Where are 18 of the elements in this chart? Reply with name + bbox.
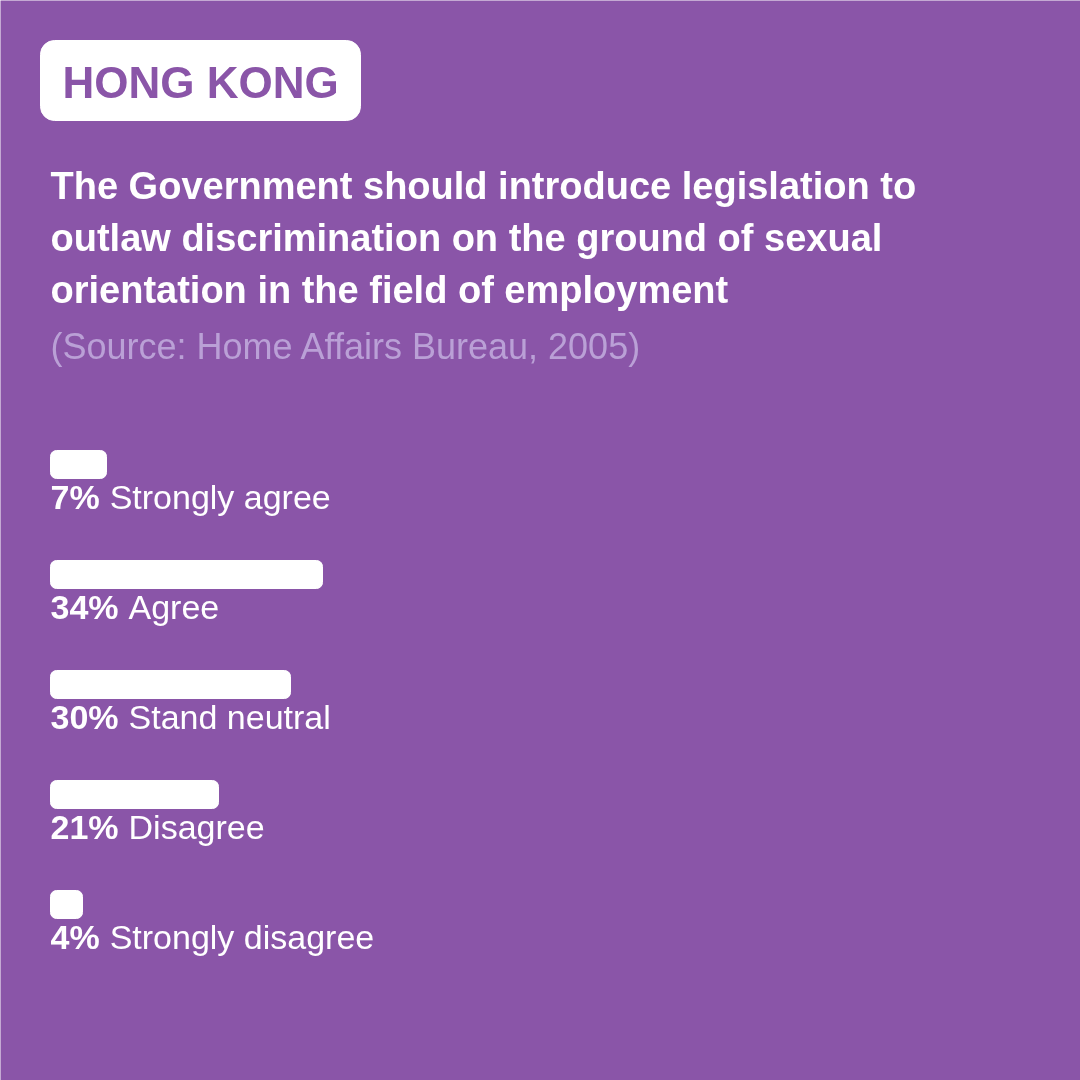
- y-tick-label: Disagree: [128, 807, 265, 846]
- data-label: 7%: [50, 477, 100, 516]
- bar: [50, 780, 219, 809]
- text: (Source: Home Affairs Bureau, 2005): [50, 326, 641, 367]
- data-label: 21%: [50, 807, 119, 846]
- bar: [50, 560, 323, 589]
- y-tick-label: Agree: [128, 587, 220, 626]
- data-label: 34%: [50, 587, 119, 626]
- y-tick-label: Strongly disagree: [109, 917, 375, 956]
- bar: [50, 890, 83, 919]
- data-label: 4%: [50, 917, 100, 956]
- text: HONG KONG: [62, 58, 339, 107]
- y-tick-label: Stand neutral: [128, 697, 331, 736]
- data-label: 30%: [50, 697, 119, 736]
- y-tick-label: Strongly agree: [109, 477, 331, 516]
- bar: [50, 450, 107, 479]
- text: The Government should introduce legislation to outlaw discrimination on the ground of sexual orientation in the field of employment: [50, 164, 917, 311]
- bar: [50, 670, 291, 699]
